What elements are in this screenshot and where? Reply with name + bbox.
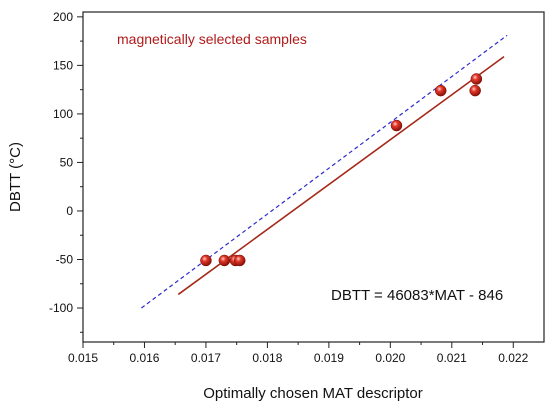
x-tick-label: 0.019 — [314, 351, 344, 365]
x-tick-label: 0.016 — [129, 351, 159, 365]
data-point — [233, 254, 246, 267]
data-point — [390, 119, 403, 132]
fit-equation: DBTT = 46083*MAT - 846 — [331, 287, 503, 304]
data-point — [469, 84, 481, 97]
y-tick-label: -50 — [56, 253, 74, 267]
data-points — [200, 73, 483, 267]
x-tick-label: 0.022 — [498, 351, 528, 365]
reference-dashed-line — [141, 34, 508, 309]
y-tick-label: 200 — [53, 10, 73, 24]
y-tick-label: -100 — [49, 301, 73, 315]
x-axis: 0.015 0.016 0.017 0.018 0.019 0.020 0.021 0.022 — [68, 342, 529, 365]
y-axis: -100 -50 0 50 100 150 200 — [49, 10, 83, 333]
y-tick-label: 50 — [60, 155, 74, 169]
legend-label: magnetically selected samples — [117, 31, 307, 47]
y-tick-label: 0 — [66, 204, 73, 218]
fit-line — [177, 56, 505, 296]
y-axis-title: DBTT (°C) — [7, 142, 24, 212]
data-point — [434, 84, 447, 97]
x-axis-title: Optimally chosen MAT descriptor — [203, 385, 423, 402]
x-tick-label: 0.020 — [375, 351, 405, 365]
x-tick-label: 0.021 — [437, 351, 467, 365]
y-tick-label: 150 — [53, 58, 73, 72]
plot-area — [82, 11, 545, 343]
data-point — [200, 254, 212, 267]
x-tick-label: 0.015 — [68, 351, 98, 365]
y-tick-label: 100 — [53, 107, 73, 121]
x-tick-label: 0.018 — [252, 351, 282, 365]
x-tick-label: 0.017 — [191, 351, 221, 365]
data-point — [218, 254, 231, 267]
data-point — [470, 73, 483, 85]
